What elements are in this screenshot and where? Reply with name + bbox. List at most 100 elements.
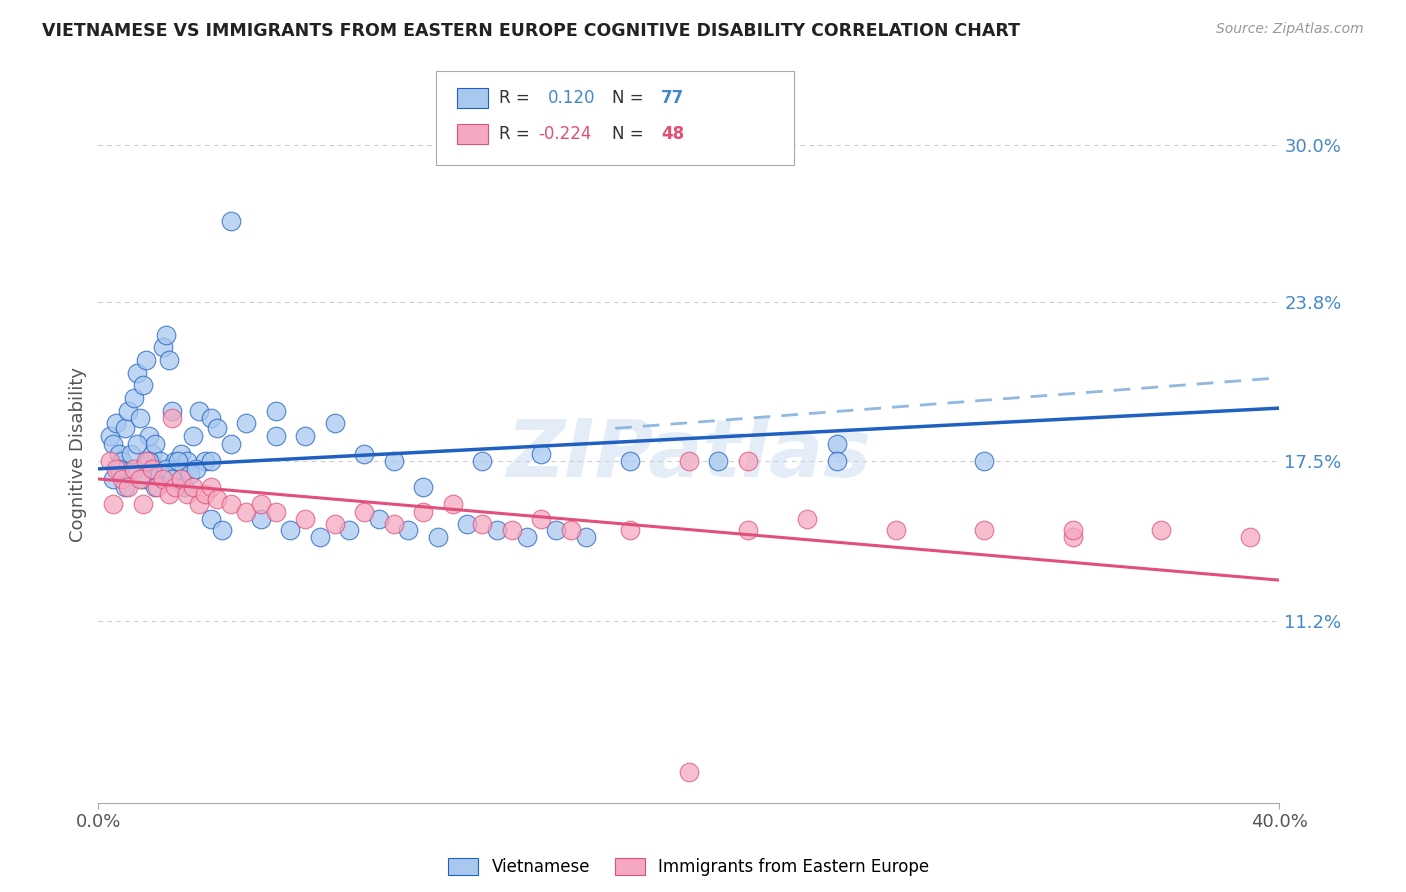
Point: [471, 517, 494, 532]
Point: [103, 472, 125, 486]
Point: [111, 454, 134, 468]
Point: [294, 429, 316, 443]
Point: [103, 497, 125, 511]
Point: [155, 327, 177, 342]
Point: [167, 462, 190, 476]
Point: [122, 391, 145, 405]
Point: [678, 454, 700, 468]
Point: [973, 454, 995, 468]
Point: [105, 417, 128, 431]
Point: [1239, 530, 1261, 544]
Point: [678, 765, 700, 780]
Point: [149, 467, 172, 481]
Point: [219, 497, 242, 511]
Point: [149, 454, 172, 468]
Point: [200, 454, 222, 468]
Point: [157, 353, 180, 368]
Point: [200, 512, 222, 526]
Point: [143, 436, 166, 450]
Point: [323, 417, 346, 431]
Point: [194, 487, 217, 501]
Text: -0.224: -0.224: [538, 125, 592, 143]
Point: [382, 454, 405, 468]
Point: [135, 353, 157, 368]
Point: [165, 454, 187, 468]
Point: [176, 487, 198, 501]
Point: [184, 462, 207, 476]
Text: R =: R =: [499, 89, 536, 107]
Point: [530, 447, 553, 461]
Point: [471, 454, 494, 468]
Point: [179, 467, 201, 481]
Point: [412, 479, 434, 493]
Point: [125, 436, 148, 450]
Point: [108, 447, 131, 461]
Point: [264, 505, 287, 519]
Point: [146, 479, 169, 493]
Point: [515, 530, 537, 544]
Point: [132, 378, 155, 392]
Point: [560, 523, 582, 537]
Point: [737, 454, 759, 468]
Point: [117, 479, 139, 493]
Point: [108, 462, 131, 476]
Point: [235, 505, 257, 519]
Point: [162, 472, 183, 486]
Text: 0.120: 0.120: [548, 89, 596, 107]
Point: [250, 497, 273, 511]
Point: [412, 505, 434, 519]
Point: [162, 403, 183, 417]
Point: [173, 479, 195, 493]
Text: VIETNAMESE VS IMMIGRANTS FROM EASTERN EUROPE COGNITIVE DISABILITY CORRELATION CH: VIETNAMESE VS IMMIGRANTS FROM EASTERN EU…: [42, 22, 1021, 40]
Point: [135, 454, 157, 468]
Point: [396, 523, 419, 537]
Point: [111, 472, 134, 486]
Point: [884, 523, 907, 537]
Point: [176, 454, 198, 468]
Point: [501, 523, 523, 537]
Point: [219, 214, 242, 228]
Point: [382, 517, 405, 532]
Text: 48: 48: [661, 125, 683, 143]
Point: [530, 512, 553, 526]
Point: [170, 472, 193, 486]
Point: [737, 523, 759, 537]
Point: [264, 429, 287, 443]
Point: [441, 497, 464, 511]
Point: [141, 462, 163, 476]
Point: [152, 472, 174, 486]
Point: [141, 447, 163, 461]
Point: [219, 436, 242, 450]
Point: [114, 421, 136, 435]
Point: [796, 512, 818, 526]
Text: 77: 77: [661, 89, 685, 107]
Text: N =: N =: [612, 89, 648, 107]
Point: [353, 505, 375, 519]
Point: [155, 462, 177, 476]
Point: [546, 523, 568, 537]
Text: ZIPatlas: ZIPatlas: [506, 416, 872, 494]
Legend: Vietnamese, Immigrants from Eastern Europe: Vietnamese, Immigrants from Eastern Euro…: [441, 851, 936, 883]
Point: [181, 479, 204, 493]
Point: [117, 403, 139, 417]
Point: [1062, 530, 1084, 544]
Point: [138, 429, 160, 443]
Point: [98, 454, 121, 468]
Point: [250, 512, 273, 526]
Point: [339, 523, 360, 537]
Point: [170, 447, 193, 461]
Point: [486, 523, 509, 537]
Point: [368, 512, 391, 526]
Point: [157, 487, 180, 501]
Point: [167, 454, 190, 468]
Point: [205, 421, 228, 435]
Point: [205, 492, 228, 507]
Point: [162, 411, 183, 425]
Point: [152, 340, 174, 354]
Point: [1062, 523, 1084, 537]
Point: [143, 479, 166, 493]
Point: [120, 447, 142, 461]
Point: [128, 472, 150, 486]
Point: [278, 523, 302, 537]
Point: [187, 497, 209, 511]
